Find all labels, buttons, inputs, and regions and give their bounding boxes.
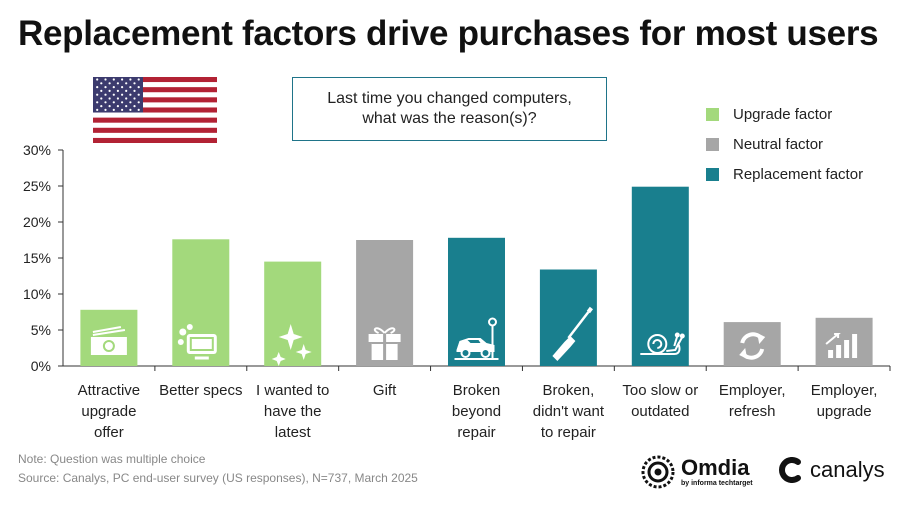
legend-label-upgrade: Upgrade factor	[733, 105, 833, 123]
y-tick-label: 5%	[31, 322, 51, 338]
category-label: Too slow or	[622, 382, 698, 399]
category-label: Better specs	[159, 382, 242, 399]
growth-chart-icon	[825, 333, 858, 358]
category-label: repair	[457, 424, 495, 441]
omdia-mark-icon	[641, 455, 675, 489]
legend-swatch-replacement	[706, 167, 719, 181]
canalys-name: canalys	[810, 457, 885, 482]
omdia-name: Omdia	[681, 454, 750, 480]
category-label: latest	[275, 424, 312, 441]
legend-item-upgrade: Upgrade factor	[680, 104, 863, 124]
legend-label-neutral: Neutral factor	[733, 135, 824, 153]
survey-question-box: Last time you changed computers, what wa…	[292, 77, 607, 141]
omdia-sub: by informa techtarget	[681, 479, 753, 487]
y-tick-label: 20%	[23, 214, 51, 230]
category-label: upgrade	[81, 403, 136, 420]
category-label: offer	[94, 424, 124, 441]
canalys-logo: canalys	[778, 457, 885, 483]
refresh-icon	[739, 332, 766, 360]
category-label: Broken,	[543, 382, 595, 399]
y-tick-label: 25%	[23, 178, 51, 194]
category-label: upgrade	[817, 403, 872, 420]
category-label: have the	[264, 403, 322, 420]
snail-icon	[640, 332, 685, 355]
category-label: refresh	[729, 403, 776, 420]
category-label: Attractive	[78, 382, 141, 399]
car-icon	[454, 317, 499, 360]
legend-swatch-neutral	[706, 137, 719, 151]
footnote: Note: Question was multiple choice Sourc…	[18, 450, 418, 488]
category-label: didn't want	[533, 403, 605, 420]
us-flag-icon	[93, 77, 217, 143]
question-line-2: what was the reason(s)?	[362, 110, 537, 127]
category-label: Broken	[453, 382, 501, 399]
category-label: beyond	[452, 403, 501, 420]
legend: Upgrade factor Neutral factor Replacemen…	[680, 104, 863, 194]
category-label: Employer,	[719, 382, 786, 399]
category-label: to repair	[541, 424, 596, 441]
bar	[539, 269, 597, 366]
chart-title: Replacement factors drive purchases for …	[18, 14, 879, 53]
legend-item-neutral: Neutral factor	[680, 134, 863, 154]
gift-icon	[368, 327, 401, 360]
canalys-mark-icon	[779, 457, 801, 483]
note-text: Note: Question was multiple choice	[18, 452, 206, 466]
category-label: Gift	[373, 382, 397, 399]
legend-item-replacement: Replacement factor	[680, 164, 863, 184]
screen-icon	[177, 324, 217, 360]
money-icon	[90, 326, 127, 355]
category-label: I wanted to	[256, 382, 329, 399]
screwdriver-icon	[552, 306, 594, 361]
legend-label-replacement: Replacement factor	[733, 165, 864, 183]
legend-swatch-upgrade	[706, 107, 719, 121]
category-label: Employer,	[811, 382, 878, 399]
source-text: Source: Canalys, PC end-user survey (US …	[18, 471, 418, 485]
y-tick-label: 30%	[23, 142, 51, 158]
y-tick-label: 0%	[31, 358, 51, 374]
y-tick-label: 10%	[23, 286, 51, 302]
sparkle-icon	[271, 324, 312, 366]
bar	[264, 261, 322, 366]
y-tick-label: 15%	[23, 250, 51, 266]
omdia-logo: Omdia by informa techtarget	[641, 455, 753, 489]
question-line-1: Last time you changed computers,	[327, 90, 572, 107]
category-label: outdated	[631, 403, 689, 420]
